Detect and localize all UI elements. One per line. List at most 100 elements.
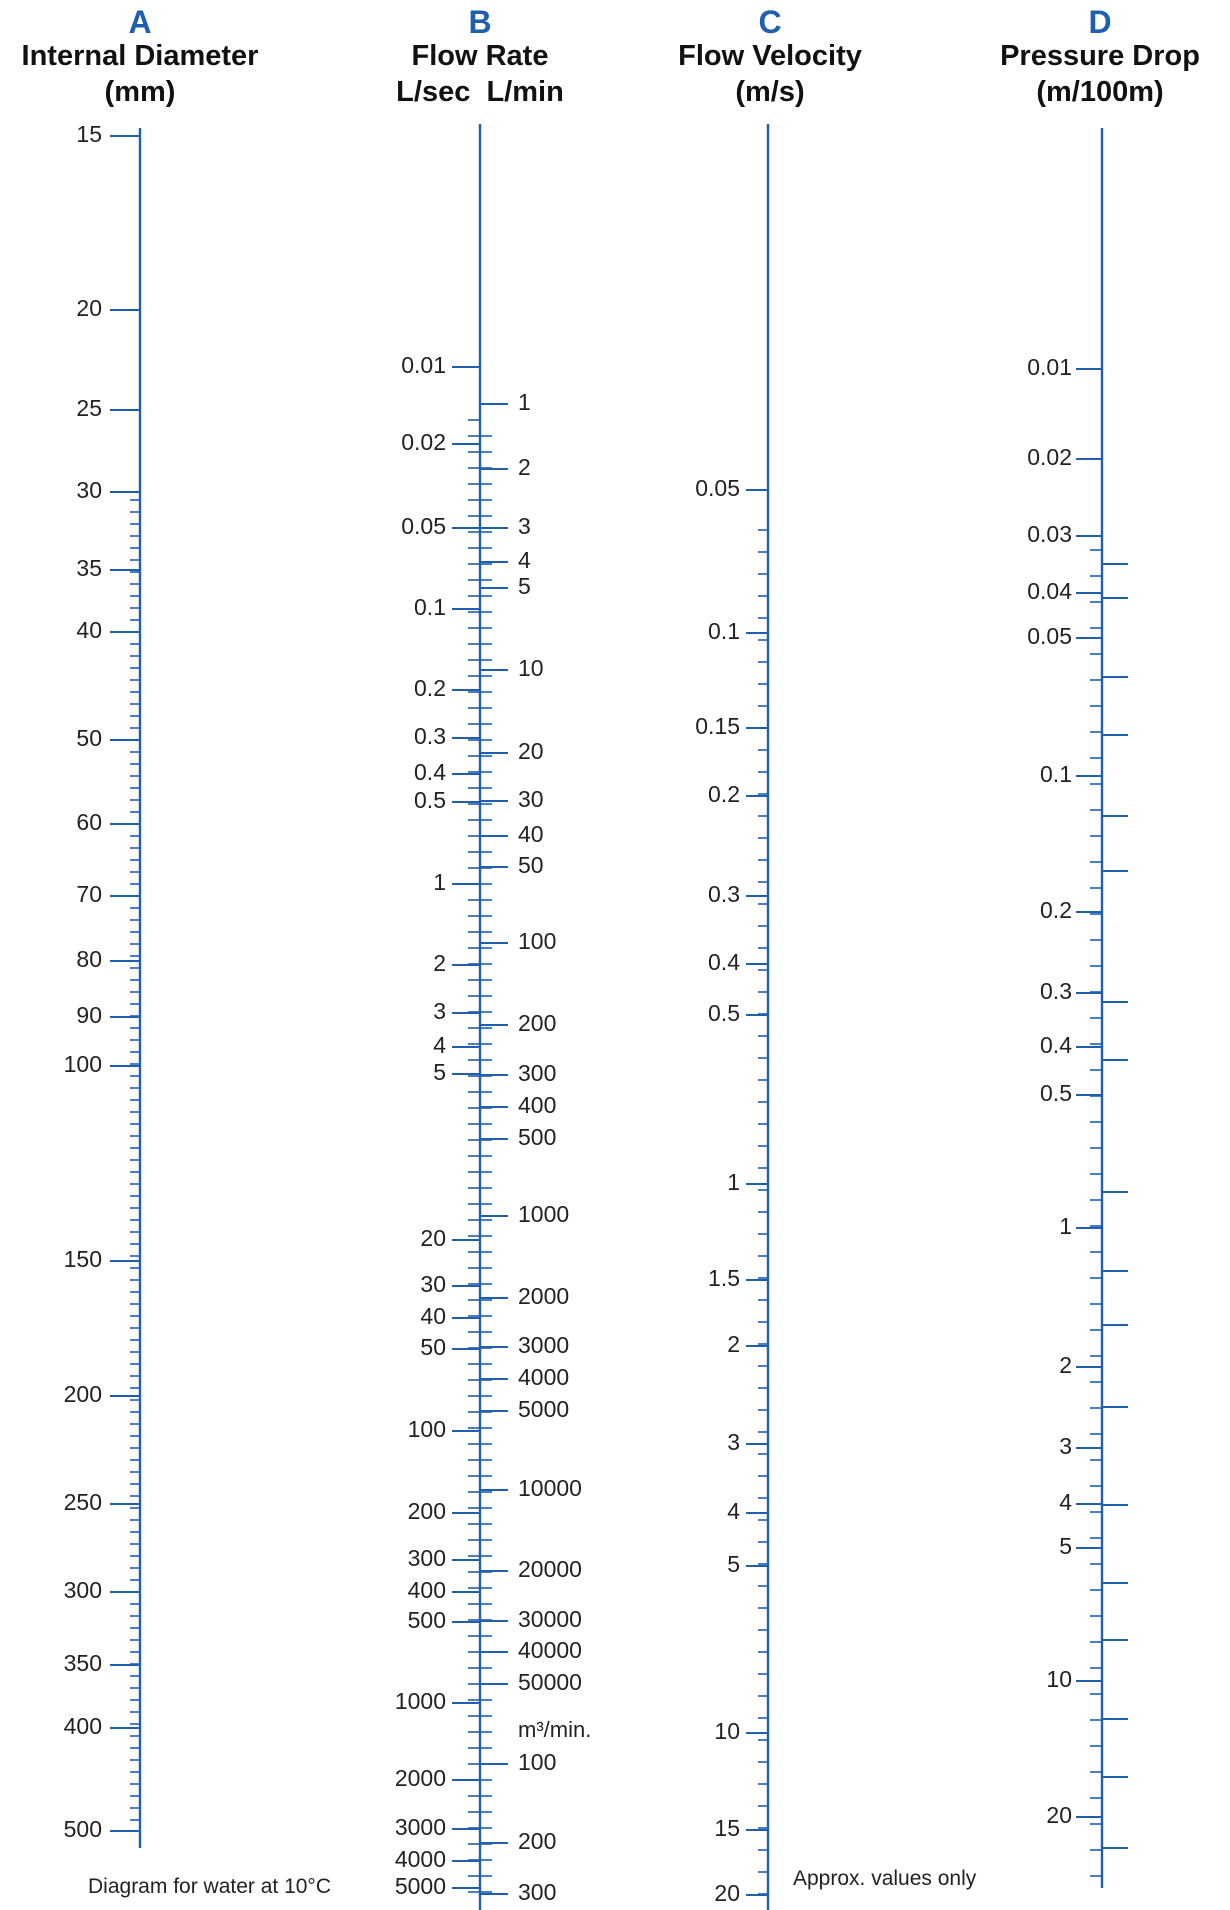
scale-b-right-label: 3: [518, 513, 531, 539]
scale-d-label: 0.02: [1027, 444, 1072, 470]
scale-b-left-label: 100: [408, 1416, 446, 1442]
scale-b-left-label: 30: [420, 1271, 446, 1297]
scale-b-left-label: 5: [433, 1059, 446, 1085]
scale-c-label: 0.05: [695, 475, 740, 501]
scale-a-label: 150: [64, 1246, 102, 1272]
scale-b-left-label: 2: [433, 950, 446, 976]
scale-b-left-label: 2000: [395, 1765, 446, 1791]
scale-a-label: 40: [76, 617, 102, 643]
scale-b-right-label: 40: [518, 821, 544, 847]
scale-c-label: 0.15: [695, 713, 740, 739]
scale-b-right-label: 300: [518, 1879, 556, 1905]
scale-b-left-label: 400: [408, 1577, 446, 1603]
scale-a-label: 25: [76, 395, 102, 421]
scale-b-right-label: 300: [518, 1060, 556, 1086]
scale-b-right-label: 30000: [518, 1606, 582, 1632]
scale-b-header: B Flow Rate L/sec L/min: [370, 6, 590, 110]
scale-b-right-label: 50: [518, 852, 544, 878]
scale-a-letter: A: [128, 4, 152, 40]
scale-c-label: 15: [714, 1815, 740, 1841]
scale-a-label: 80: [76, 946, 102, 972]
scale-b-left-label: 1000: [395, 1688, 446, 1714]
scale-b-left-label: 40: [420, 1303, 446, 1329]
scale-b-right-label: 40000: [518, 1637, 582, 1663]
scale-b-left-label: 500: [408, 1607, 446, 1633]
scale-b-left-label: 0.5: [414, 787, 446, 813]
scale-b-right-label: 4000: [518, 1364, 569, 1390]
scale-b-right-label: 500: [518, 1124, 556, 1150]
scale-a-units: (mm): [104, 76, 176, 108]
scale-d-label: 20: [1046, 1802, 1072, 1828]
scale-b-right-label: 20000: [518, 1556, 582, 1582]
scale-d-letter: D: [1088, 4, 1112, 40]
scale-b-right-label: 400: [518, 1092, 556, 1118]
scale-b-left-label: 20: [420, 1225, 446, 1251]
scale-d-header: D Pressure Drop (m/100m): [980, 6, 1220, 110]
scale-d-label: 3: [1059, 1433, 1072, 1459]
scale-b-right-label: 5000: [518, 1396, 569, 1422]
scale-d-label: 10: [1046, 1666, 1072, 1692]
scale-c-label: 0.3: [708, 881, 740, 907]
scale-b-left-label: 4000: [395, 1846, 446, 1872]
scale-b-left-label: 0.3: [414, 723, 446, 749]
scale-b-left-label: 4: [433, 1032, 446, 1058]
scale-a-header: A Internal Diameter (mm): [0, 6, 280, 110]
scale-c-label: 20: [714, 1880, 740, 1906]
scale-b-right-label: 1000: [518, 1201, 569, 1227]
scale-b-right-label: 50000: [518, 1669, 582, 1695]
scale-b-right-label: 20: [518, 738, 544, 764]
note-water-temperature: Diagram for water at 10°C: [88, 1875, 331, 1898]
scale-d-label: 0.2: [1040, 897, 1072, 923]
scale-b-right-label: 200: [518, 1010, 556, 1036]
scale-d-label: 1: [1059, 1213, 1072, 1239]
scale-a-label: 350: [64, 1650, 102, 1676]
scale-c-label: 0.2: [708, 781, 740, 807]
scale-a-label: 200: [64, 1381, 102, 1407]
scale-b-right-label: 30: [518, 786, 544, 812]
scale-c-letter: C: [758, 4, 782, 40]
scale-b-right-label: 100: [518, 1749, 556, 1775]
scale-a-label: 60: [76, 809, 102, 835]
scale-b-right-label: 200: [518, 1828, 556, 1854]
scale-b-right-label: 1: [518, 389, 531, 415]
note-approximate-values: Approx. values only: [793, 1867, 977, 1890]
scale-b-left-label: 0.2: [414, 675, 446, 701]
scale-c-label: 0.4: [708, 949, 740, 975]
scale-d-label: 0.5: [1040, 1080, 1072, 1106]
scale-c-label: 5: [727, 1551, 740, 1577]
scale-c-label: 4: [727, 1498, 740, 1524]
scale-d-label: 0.05: [1027, 623, 1072, 649]
scale-b-left-label: 50: [420, 1334, 446, 1360]
scale-b-left-label: 1: [433, 869, 446, 895]
scale-a-label: 250: [64, 1489, 102, 1515]
scale-b-left-label: 0.01: [401, 352, 446, 378]
scale-a-label: 100: [64, 1051, 102, 1077]
scale-d-label: 2: [1059, 1352, 1072, 1378]
scale-b-left-label: 0.4: [414, 759, 446, 785]
scale-c-label: 3: [727, 1429, 740, 1455]
scale-b-left-label: 0.05: [401, 513, 446, 539]
scale-b-left-label: 300: [408, 1545, 446, 1571]
scale-a-label: 300: [64, 1577, 102, 1603]
scale-b-right-label: 3000: [518, 1332, 569, 1358]
scale-a-label: 15: [76, 121, 102, 147]
scale-b-right-label: 10: [518, 655, 544, 681]
scale-c-label: 1.5: [708, 1265, 740, 1291]
scale-b-left-label: 3000: [395, 1814, 446, 1840]
scale-b-units-right: L/min: [486, 76, 564, 108]
scale-d-label: 5: [1059, 1533, 1072, 1559]
scale-b-left-label: 200: [408, 1498, 446, 1524]
scale-c-units: (m/s): [735, 76, 805, 108]
scale-b-right-label: 10000: [518, 1475, 582, 1501]
scale-a-label: 500: [64, 1816, 102, 1842]
scale-a-label: 50: [76, 725, 102, 751]
scale-b-right-label: 100: [518, 928, 556, 954]
scale-b-units: L/sec L/min: [370, 74, 590, 110]
scale-d-label: 0.03: [1027, 521, 1072, 547]
scale-b-right-label: 4: [518, 547, 531, 573]
scale-b-title: Flow Rate: [411, 40, 549, 72]
scale-a-label: 35: [76, 555, 102, 581]
scale-a-label: 400: [64, 1713, 102, 1739]
scale-c-label: 0.5: [708, 1000, 740, 1026]
